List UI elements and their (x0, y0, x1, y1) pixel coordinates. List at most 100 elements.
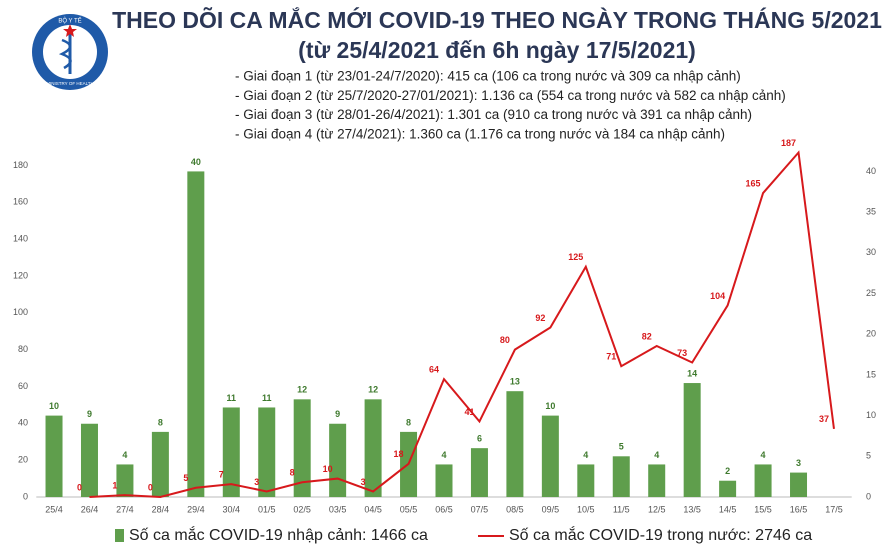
annotation: - Giai đoạn 2 (từ 25/7/2020-27/01/2021):… (235, 88, 786, 103)
line-label: 187 (781, 138, 796, 148)
bar (541, 415, 559, 497)
bar (293, 399, 311, 497)
logo: BỘ Y TẾ MINISTRY OF HEALTH (32, 14, 108, 90)
bar (151, 431, 169, 497)
bar (187, 171, 205, 497)
line-label: 37 (819, 414, 829, 424)
bar (258, 407, 276, 497)
bar (45, 415, 63, 497)
line-label: 18 (394, 449, 404, 459)
bar-label: 8 (158, 417, 163, 427)
bar-label: 4 (654, 450, 659, 460)
bar-label: 10 (49, 401, 59, 411)
bar-label: 11 (227, 393, 237, 403)
bar-label: 6 (477, 434, 482, 444)
y-tick-label: 0 (23, 491, 28, 501)
bar-label: 12 (297, 385, 307, 395)
y2-tick-label: 10 (866, 410, 876, 420)
bar-label: 12 (368, 385, 378, 395)
line-label: 80 (500, 335, 510, 345)
y-tick-label: 160 (13, 197, 28, 207)
logo-top-text: BỘ Y TẾ (58, 18, 81, 25)
x-tick-label: 27/4 (116, 504, 134, 514)
bar (364, 399, 382, 497)
y2-tick-label: 0 (866, 491, 871, 501)
y-tick-label: 40 (18, 418, 28, 428)
x-tick-label: 09/5 (542, 504, 560, 514)
x-tick-label: 16/5 (790, 504, 808, 514)
bar-label: 5 (619, 442, 624, 452)
line-label: 1 (112, 481, 117, 491)
annotation: - Giai đoạn 4 (từ 27/4/2021): 1.360 ca (… (235, 126, 725, 141)
x-tick-label: 06/5 (435, 504, 453, 514)
y2-tick-label: 35 (866, 206, 876, 216)
y-tick-label: 180 (13, 160, 28, 170)
x-tick-label: 30/4 (223, 504, 241, 514)
legend-label: Số ca mắc COVID-19 trong nước: 2746 ca (509, 525, 812, 544)
annotation: - Giai đoạn 3 (từ 28/01-26/4/2021): 1.30… (235, 107, 752, 122)
chart-subtitle: (từ 25/4/2021 đến 6h ngày 17/5/2021) (298, 37, 696, 63)
x-tick-label: 25/4 (45, 504, 63, 514)
y-tick-label: 20 (18, 455, 28, 465)
line-label: 3 (254, 477, 259, 487)
bar-label: 40 (191, 157, 201, 167)
bar-label: 10 (545, 401, 555, 411)
y-tick-label: 80 (18, 344, 28, 354)
bar (648, 464, 666, 497)
line-label: 7 (219, 469, 224, 479)
legend-swatch (115, 529, 124, 542)
bar-label: 4 (441, 450, 446, 460)
line (89, 150, 835, 499)
y2-tick-label: 25 (866, 288, 876, 298)
y2-tick-label: 5 (866, 451, 871, 461)
bar (754, 464, 772, 497)
bar-label: 9 (335, 409, 340, 419)
line-label: 0 (148, 482, 153, 492)
bar (222, 407, 240, 497)
x-tick-label: 28/4 (152, 504, 170, 514)
chart-title: THEO DÕI CA MẮC MỚI COVID-19 THEO NGÀY T… (112, 6, 882, 33)
x-tick-label: 04/5 (364, 504, 382, 514)
y2-tick-label: 20 (866, 329, 876, 339)
line-label: 0 (77, 482, 82, 492)
x-tick-label: 07/5 (471, 504, 489, 514)
line-label: 71 (606, 352, 616, 362)
bar (329, 423, 347, 497)
bar-label: 2 (725, 466, 730, 476)
line-label: 104 (710, 291, 725, 301)
y-tick-label: 100 (13, 307, 28, 317)
bar-label: 11 (262, 393, 272, 403)
y2-tick-label: 30 (866, 247, 876, 257)
x-tick-label: 08/5 (506, 504, 524, 514)
logo-bottom-text: MINISTRY OF HEALTH (46, 81, 94, 86)
x-tick-label: 03/5 (329, 504, 347, 514)
x-tick-label: 01/5 (258, 504, 276, 514)
bar (577, 464, 595, 497)
bar (719, 480, 737, 497)
line-label: 165 (746, 178, 761, 188)
x-tick-label: 14/5 (719, 504, 737, 514)
x-tick-label: 17/5 (825, 504, 843, 514)
line-label: 3 (361, 477, 366, 487)
x-tick-label: 26/4 (81, 504, 99, 514)
annotation: - Giai đoạn 1 (từ 23/01-24/7/2020): 415 … (235, 69, 741, 84)
legend-label: Số ca mắc COVID-19 nhập cảnh: 1466 ca (129, 525, 428, 544)
bar-label: 3 (796, 458, 801, 468)
bar (80, 423, 98, 497)
line-label: 92 (535, 313, 545, 323)
bar-label: 14 (687, 368, 697, 378)
line-label: 125 (568, 252, 583, 262)
x-tick-label: 13/5 (683, 504, 701, 514)
x-tick-label: 11/5 (613, 504, 630, 514)
bar (790, 472, 808, 497)
line-label: 64 (429, 364, 439, 374)
line-label: 5 (183, 473, 188, 483)
logo-star (63, 24, 77, 37)
line-label: 8 (290, 468, 295, 478)
x-tick-label: 02/5 (293, 504, 311, 514)
bar-label: 13 (510, 377, 520, 387)
bar-label: 4 (761, 450, 766, 460)
logo-snake (58, 38, 72, 70)
y-tick-label: 60 (18, 381, 28, 391)
